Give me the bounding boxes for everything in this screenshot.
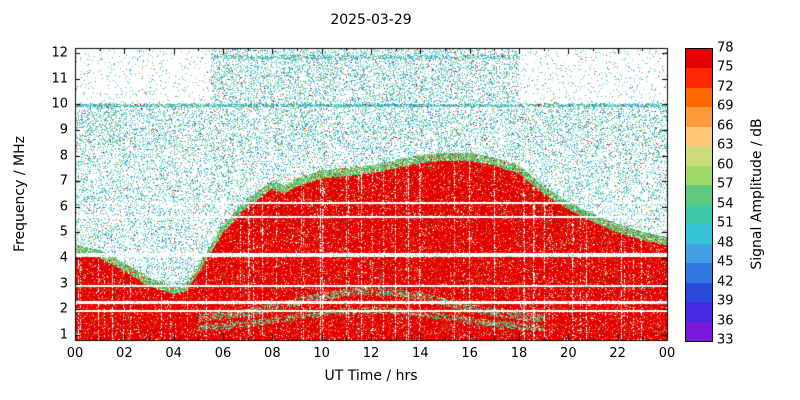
x-tick-label: 14: [412, 346, 429, 361]
colorbar-tick-label: 45: [717, 254, 734, 270]
y-tick-label: 5: [59, 224, 68, 240]
colorbar-segment: [686, 126, 712, 147]
y-tick-label: 6: [59, 199, 68, 215]
colorbar-tick-label: 51: [717, 215, 734, 231]
colorbar-segment: [686, 282, 712, 303]
y-axis-label: Frequency / MHz: [12, 136, 28, 252]
x-tick-label: 20: [560, 346, 577, 361]
x-tick-label: 08: [264, 346, 281, 361]
colorbar-segment: [686, 87, 712, 108]
x-tick-label: 00: [66, 346, 84, 361]
x-tick-label: 12: [362, 346, 380, 361]
colorbar-segment: [686, 146, 712, 166]
colorbar-segment: [686, 204, 712, 225]
colorbar-tick-label: 66: [717, 118, 734, 134]
colorbar-segment: [686, 107, 712, 127]
y-tick-label: 2: [59, 301, 68, 317]
y-tick-label: 1: [59, 327, 68, 343]
x-axis-label: UT Time / hrs: [324, 368, 418, 384]
colorbar-tick-label: 57: [717, 176, 734, 192]
y-tick-label: 7: [59, 173, 68, 189]
x-tick-label: 04: [165, 346, 182, 361]
colorbar-tick-label: 60: [717, 157, 734, 173]
colorbar-segment: [686, 49, 712, 69]
colorbar-tick-label: 54: [717, 196, 734, 212]
colorbar-tick-label: 36: [717, 313, 734, 329]
colorbar-tick-label: 39: [717, 293, 734, 309]
colorbar-segment: [686, 185, 712, 205]
colorbar-segment: [686, 68, 712, 88]
colorbar-segment: [686, 224, 712, 244]
x-tick-label: 18: [510, 346, 528, 361]
colorbar-segment: [686, 321, 712, 342]
x-tick-label: 02: [116, 346, 133, 361]
x-tick-label: 06: [214, 346, 232, 361]
x-tick-label: 10: [313, 346, 330, 361]
colorbar-segment: [686, 263, 712, 283]
x-tick-label: 16: [461, 346, 478, 361]
y-tick-label: 12: [51, 45, 68, 61]
colorbar-segment: [686, 302, 712, 322]
colorbar-tick-label: 72: [717, 79, 734, 95]
colorbar-tick-label: 48: [717, 235, 734, 251]
colorbar-tick-label: 33: [717, 332, 734, 348]
colorbar-tick-label: 69: [717, 98, 734, 114]
colorbar-segment: [686, 243, 712, 264]
colorbar-segment: [686, 165, 712, 186]
y-tick-label: 10: [51, 96, 68, 112]
colorbar: [685, 48, 713, 342]
y-tick-label: 11: [51, 71, 68, 87]
x-tick-label: 00: [658, 346, 676, 361]
colorbar-label: Signal Amplitude / dB: [749, 118, 765, 270]
colorbar-tick-label: 63: [717, 137, 734, 153]
y-tick-label: 4: [59, 250, 68, 266]
colorbar-tick-label: 75: [717, 59, 734, 75]
y-tick-label: 8: [59, 148, 68, 164]
x-tick-label: 22: [609, 346, 626, 361]
chart-title: 2025-03-29: [330, 12, 412, 28]
colorbar-tick-label: 42: [717, 274, 734, 290]
y-tick-label: 9: [59, 122, 68, 138]
y-tick-label: 3: [59, 276, 68, 292]
colorbar-tick-label: 78: [717, 40, 734, 56]
